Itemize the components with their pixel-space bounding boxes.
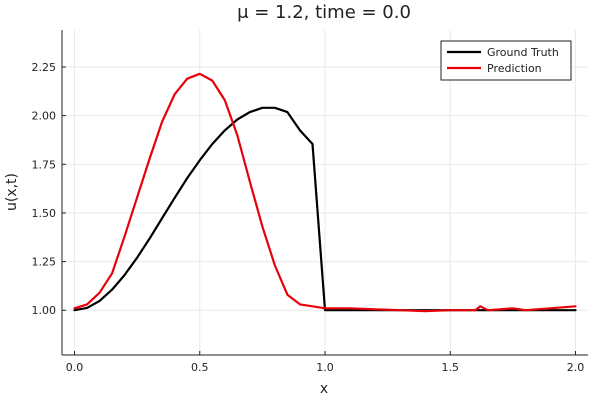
y-tick-label: 1.50 <box>32 207 57 220</box>
x-tick-label: 2.0 <box>567 361 585 374</box>
y-tick-label: 1.00 <box>32 304 57 317</box>
legend-box <box>440 40 572 81</box>
legend-label-prediction: Prediction <box>487 62 542 75</box>
legend: Ground Truth Prediction <box>440 40 572 81</box>
y-axis-label: u(x,t) <box>4 173 20 211</box>
y-tick-label: 1.75 <box>32 158 57 171</box>
x-tick-label: 0.0 <box>66 361 84 374</box>
x-tick-label: 0.5 <box>191 361 209 374</box>
legend-label-ground-truth: Ground Truth <box>487 46 559 59</box>
y-tick-label: 2.25 <box>32 61 57 74</box>
x-tick-label: 1.5 <box>441 361 459 374</box>
tick-labels: 0.0 0.5 1.0 1.5 2.0 1.00 1.25 1.50 1.75 2.00 2.25 <box>32 61 585 374</box>
chart-title: μ = 1.2, time = 0.0 <box>237 2 411 23</box>
series-layer <box>73 72 577 313</box>
y-tick-label: 2.00 <box>32 110 57 123</box>
x-tick-label: 1.0 <box>316 361 334 374</box>
x-axis-label: x <box>320 381 328 397</box>
series-line-prediction <box>73 72 577 313</box>
y-tick-label: 1.25 <box>32 256 57 269</box>
